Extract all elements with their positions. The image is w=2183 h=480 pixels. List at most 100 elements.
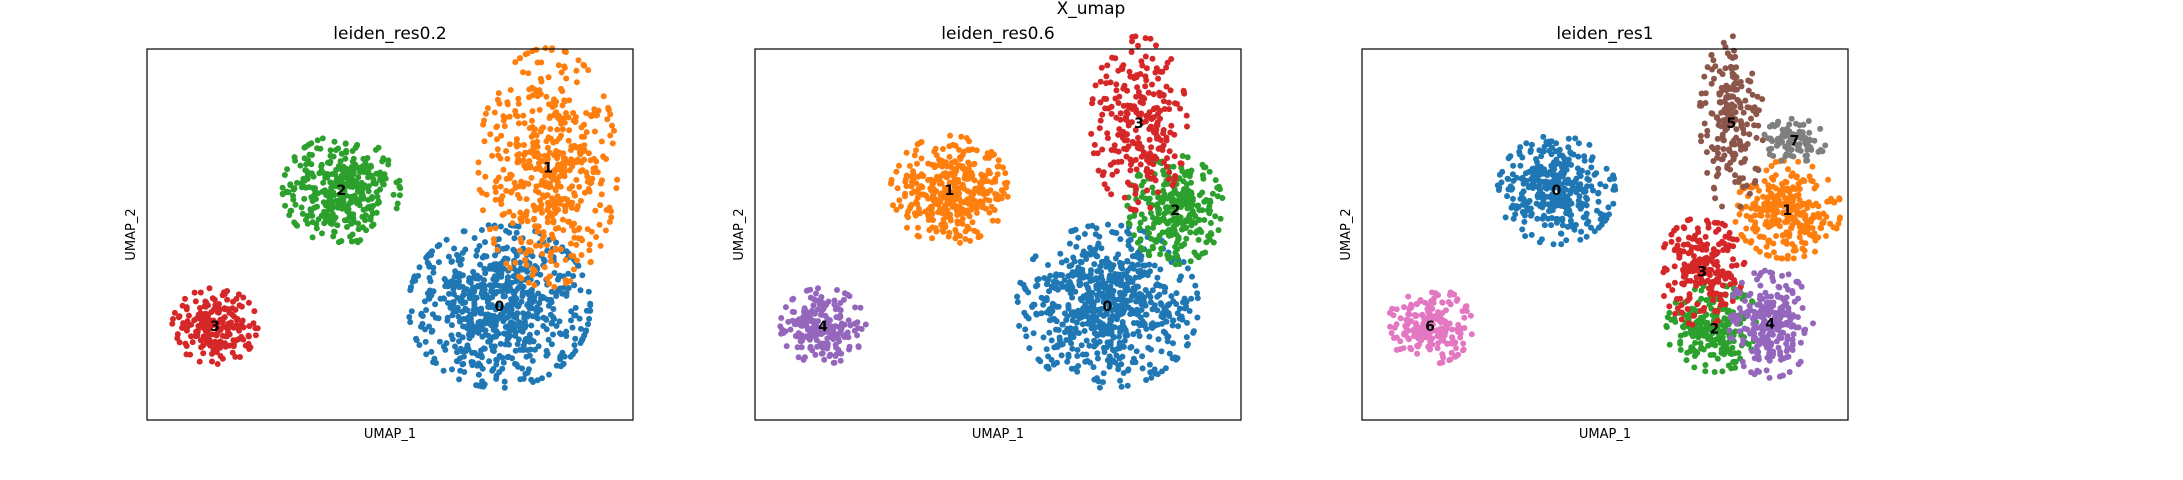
point-cluster-1 xyxy=(913,180,920,187)
point-cluster-3 xyxy=(1661,244,1667,251)
point-cluster-2 xyxy=(1207,220,1214,226)
point-cluster-3 xyxy=(1712,270,1719,277)
point-cluster-0 xyxy=(431,355,438,362)
point-cluster-2 xyxy=(342,140,349,147)
point-cluster-4 xyxy=(1741,297,1748,304)
point-cluster-1 xyxy=(529,108,536,115)
point-cluster-0 xyxy=(1160,328,1167,335)
point-cluster-4 xyxy=(821,356,828,363)
point-cluster-0 xyxy=(1119,319,1126,325)
point-cluster-0 xyxy=(529,357,536,364)
point-cluster-1 xyxy=(908,183,915,190)
point-cluster-0 xyxy=(1541,184,1548,191)
point-cluster-2 xyxy=(344,217,351,224)
point-cluster-1 xyxy=(1787,225,1794,232)
point-cluster-0 xyxy=(557,285,564,292)
point-cluster-1 xyxy=(546,209,553,216)
point-cluster-0 xyxy=(1573,189,1580,196)
point-cluster-1 xyxy=(522,51,529,58)
point-cluster-2 xyxy=(390,191,397,198)
point-cluster-3 xyxy=(1153,42,1159,49)
point-cluster-1 xyxy=(568,204,575,211)
point-cluster-0 xyxy=(528,290,535,297)
point-cluster-1 xyxy=(526,239,533,246)
point-cluster-0 xyxy=(437,295,444,302)
point-cluster-2 xyxy=(302,143,309,150)
point-cluster-0 xyxy=(450,291,457,297)
point-cluster-0 xyxy=(1092,330,1099,337)
point-cluster-3 xyxy=(1153,132,1160,139)
point-cluster-2 xyxy=(1150,245,1157,252)
point-cluster-1 xyxy=(964,198,971,205)
point-cluster-0 xyxy=(513,229,520,236)
point-cluster-0 xyxy=(1069,288,1076,295)
point-cluster-3 xyxy=(237,354,243,360)
point-cluster-4 xyxy=(827,324,834,331)
point-cluster-0 xyxy=(1597,181,1604,188)
point-cluster-2 xyxy=(375,199,382,206)
point-cluster-0 xyxy=(1566,180,1573,187)
point-cluster-2 xyxy=(352,183,359,190)
point-cluster-0 xyxy=(1510,162,1517,169)
point-cluster-4 xyxy=(1798,283,1805,290)
point-cluster-0 xyxy=(565,285,572,291)
point-cluster-4 xyxy=(840,333,847,339)
point-cluster-2 xyxy=(312,185,318,192)
point-cluster-1 xyxy=(1753,245,1760,252)
point-cluster-1 xyxy=(597,180,604,187)
point-cluster-1 xyxy=(494,123,501,130)
point-cluster-1 xyxy=(894,185,901,192)
point-cluster-0 xyxy=(499,365,506,372)
point-cluster-0 xyxy=(1142,311,1149,318)
point-cluster-1 xyxy=(606,218,613,225)
point-cluster-0 xyxy=(516,259,523,266)
point-cluster-1 xyxy=(480,207,486,214)
point-cluster-3 xyxy=(1099,111,1106,118)
point-cluster-4 xyxy=(1797,358,1804,365)
point-cluster-3 xyxy=(169,320,176,327)
point-cluster-0 xyxy=(1043,281,1050,288)
point-cluster-0 xyxy=(1083,281,1090,288)
point-cluster-2 xyxy=(1161,240,1168,246)
point-cluster-1 xyxy=(930,197,937,204)
point-cluster-0 xyxy=(1128,246,1135,253)
point-cluster-2 xyxy=(365,168,372,175)
point-cluster-1 xyxy=(563,75,570,82)
point-cluster-1 xyxy=(517,215,524,222)
point-cluster-1 xyxy=(992,178,999,185)
point-cluster-0 xyxy=(1127,311,1134,317)
point-cluster-4 xyxy=(1756,301,1763,308)
point-cluster-3 xyxy=(1143,65,1150,72)
point-cluster-3 xyxy=(1108,110,1115,117)
point-cluster-2 xyxy=(1199,250,1206,257)
point-cluster-0 xyxy=(1081,328,1088,334)
point-cluster-0 xyxy=(556,318,563,325)
point-cluster-1 xyxy=(597,242,604,249)
point-cluster-1 xyxy=(545,74,552,81)
point-cluster-4 xyxy=(817,297,824,304)
point-cluster-1 xyxy=(578,159,585,166)
point-cluster-1 xyxy=(1809,163,1816,170)
point-cluster-0 xyxy=(498,270,505,277)
point-cluster-3 xyxy=(1707,279,1714,286)
point-cluster-0 xyxy=(1146,261,1153,268)
point-cluster-0 xyxy=(1130,331,1137,338)
point-cluster-0 xyxy=(1094,292,1101,299)
point-cluster-3 xyxy=(1671,263,1678,270)
point-cluster-2 xyxy=(1691,364,1698,371)
point-cluster-1 xyxy=(577,235,584,242)
point-cluster-0 xyxy=(1094,355,1101,362)
point-cluster-0 xyxy=(517,327,524,334)
point-cluster-0 xyxy=(499,288,506,295)
point-cluster-2 xyxy=(319,135,326,142)
point-cluster-0 xyxy=(430,269,437,276)
point-cluster-1 xyxy=(566,218,573,225)
point-cluster-1 xyxy=(925,177,932,183)
point-cluster-0 xyxy=(1058,352,1065,359)
point-cluster-1 xyxy=(1779,232,1786,239)
point-cluster-4 xyxy=(1764,325,1771,331)
point-cluster-1 xyxy=(573,176,580,183)
point-cluster-2 xyxy=(1714,355,1721,362)
point-cluster-3 xyxy=(174,331,181,338)
point-cluster-0 xyxy=(537,306,544,313)
